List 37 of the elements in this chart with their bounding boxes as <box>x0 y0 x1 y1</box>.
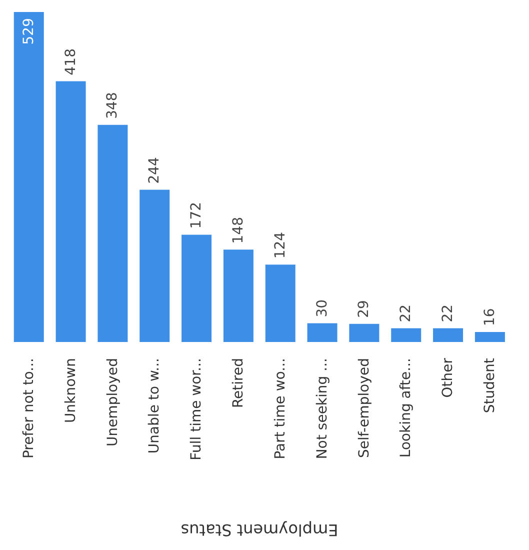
x-tick-label: Full time wor... <box>188 358 205 460</box>
x-tick-label: Prefer not to... <box>20 358 37 459</box>
bar <box>349 324 380 342</box>
bar <box>223 250 254 342</box>
x-tick-label: Looking afte... <box>398 358 414 458</box>
x-tick-label: Other <box>440 358 456 398</box>
bar <box>265 264 296 342</box>
data-label: 29 <box>356 300 372 318</box>
x-tick-label: Unknown <box>62 358 79 423</box>
bar <box>98 124 128 342</box>
x-tick-label: Unemployed <box>104 358 121 446</box>
bar <box>433 328 464 342</box>
data-label: 244 <box>146 156 163 184</box>
data-label: 348 <box>104 92 121 119</box>
x-tick-label: Self-employed <box>356 358 372 458</box>
data-label: 172 <box>188 202 205 229</box>
bar <box>14 12 44 342</box>
bar <box>140 190 170 342</box>
x-tick-label: Unable to w... <box>146 358 163 454</box>
data-label: 22 <box>440 304 456 322</box>
data-label: 16 <box>482 308 498 326</box>
x-tick-label: Student <box>482 358 498 414</box>
x-tick-label: Retired <box>230 358 247 408</box>
bar <box>56 81 86 342</box>
data-label: 30 <box>314 299 330 318</box>
x-axis-title: Employment Status <box>180 520 338 540</box>
bar <box>391 328 422 342</box>
data-label: 124 <box>272 232 288 259</box>
data-label: 418 <box>62 48 79 76</box>
bar <box>307 323 338 342</box>
data-label: 148 <box>230 216 246 244</box>
data-label: 22 <box>398 304 414 322</box>
x-tick-label: Not seeking ... <box>314 358 330 460</box>
data-label: 529 <box>20 18 37 45</box>
bar <box>182 234 212 342</box>
x-tick-label: Part time wo... <box>272 358 288 460</box>
bar <box>474 332 505 342</box>
